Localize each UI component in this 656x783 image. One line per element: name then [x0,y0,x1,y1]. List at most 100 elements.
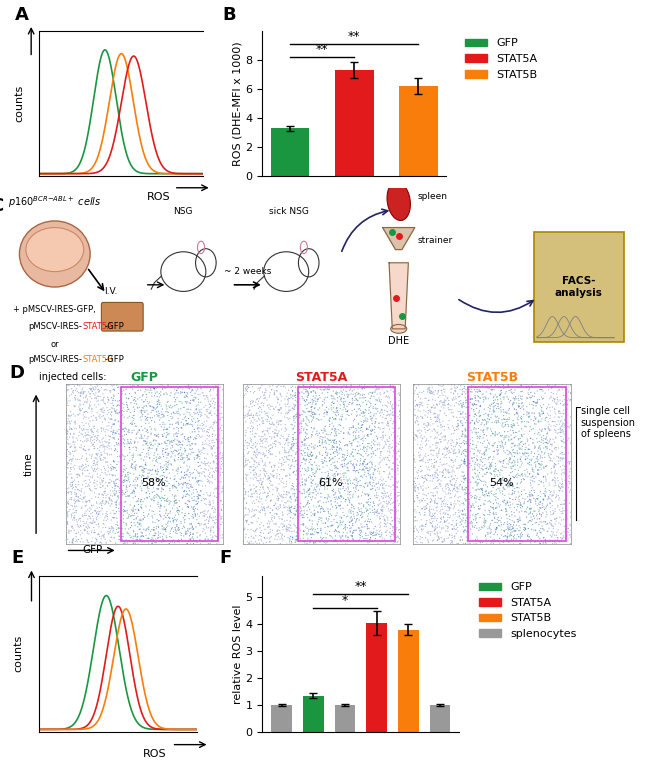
Point [483,528,493,540]
Point [173,504,183,517]
Point [426,401,437,413]
Point [215,421,226,434]
Point [318,435,328,447]
Point [282,470,293,482]
Point [432,427,442,439]
Point [377,453,388,466]
Point [298,518,309,530]
Point [145,381,155,393]
Point [89,457,99,470]
Point [504,446,515,458]
Point [84,382,94,395]
Point [512,417,522,429]
Point [388,381,398,394]
Point [469,384,480,396]
Point [423,395,434,407]
Point [276,429,287,442]
Point [563,522,573,535]
Point [351,410,361,422]
Point [201,410,212,422]
Point [438,485,448,497]
Point [478,438,488,450]
Point [171,505,182,518]
Point [102,508,112,521]
Point [539,524,549,536]
Point [454,390,464,402]
Point [152,489,163,501]
Point [273,416,283,428]
Point [178,511,188,524]
Point [476,451,487,464]
Point [335,483,346,496]
Point [521,450,531,463]
Point [450,455,461,467]
Point [537,452,547,464]
Point [104,534,115,547]
Point [99,441,110,453]
Point [493,535,503,547]
Point [193,467,203,479]
Point [499,481,509,493]
Point [308,467,318,479]
Point [443,488,453,500]
Point [565,511,576,523]
Point [61,485,72,498]
Point [274,415,285,428]
Point [501,413,511,426]
Point [392,481,403,493]
Point [556,410,567,423]
Point [138,529,148,542]
Point [199,504,210,517]
Point [104,476,114,489]
Point [379,465,390,478]
Point [358,480,369,493]
Point [308,522,319,535]
Point [205,400,216,413]
Point [284,521,295,534]
Point [435,405,445,417]
Point [91,506,102,518]
Y-axis label: relative ROS level: relative ROS level [233,604,243,704]
Point [215,448,226,460]
Point [420,518,431,531]
Point [384,408,394,420]
Point [87,471,98,484]
Point [543,399,554,411]
Point [80,464,91,477]
Point [283,430,294,442]
Point [352,399,363,411]
Point [71,507,81,519]
Point [316,531,326,543]
Point [523,384,534,396]
Point [169,454,180,467]
Point [281,469,291,482]
Point [281,480,291,493]
Point [213,532,223,545]
Point [329,424,340,437]
Point [122,507,133,519]
Point [363,407,374,420]
Point [249,385,260,398]
Point [470,519,480,532]
Point [530,396,541,409]
Point [303,527,314,539]
Point [499,393,509,406]
Point [146,428,156,441]
Point [459,538,469,550]
Point [78,463,89,475]
Point [284,502,295,514]
Point [251,472,262,485]
Point [312,462,322,474]
Point [463,424,474,437]
Point [381,495,392,507]
Point [445,498,456,511]
Point [269,430,279,442]
Point [546,382,557,395]
Point [438,536,449,548]
Point [454,460,464,472]
Point [188,533,199,546]
Point [186,481,196,493]
Point [436,436,446,449]
Point [438,399,448,411]
Point [262,490,272,503]
